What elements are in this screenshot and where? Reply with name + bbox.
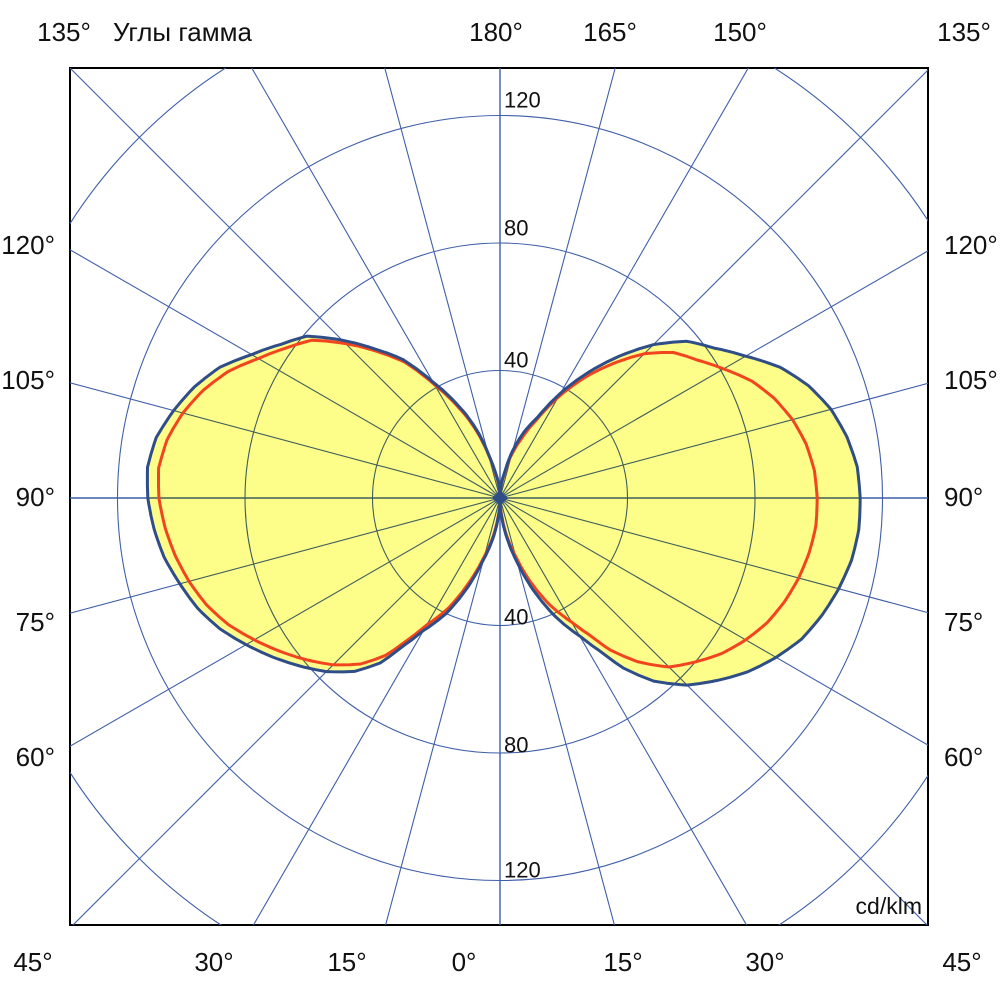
radial-tick-label: 80 [504,216,528,241]
gamma-label-top: 135° [37,17,91,47]
gamma-label-top: 165° [583,17,637,47]
radial-tick-label: 40 [504,605,528,630]
unit-label: cd/klm [856,893,922,919]
radial-tick-label: 80 [504,733,528,758]
gamma-label-bottom: 15° [327,947,366,977]
gamma-label-top: 150° [713,17,767,47]
gamma-label-bottom: 45° [942,947,981,977]
chart-title: Углы гамма [113,17,252,47]
gamma-label-top: 180° [469,17,523,47]
gamma-label-right: 75° [944,607,983,637]
gamma-label-left: 90° [16,482,55,512]
radial-tick-label: 120 [504,88,541,113]
gamma-label-bottom: 45° [13,947,52,977]
blue-curve-right-lobe [498,339,862,687]
radial-tick-label: 40 [504,348,528,373]
gamma-label-top: 135° [937,17,991,47]
center-diamond-marker [492,490,508,506]
gamma-label-left: 105° [1,365,55,395]
gamma-label-bottom: 30° [745,947,784,977]
radial-tick-label: 120 [504,858,541,883]
gamma-label-bottom: 0° [452,947,477,977]
gamma-label-right: 120° [944,230,998,260]
gamma-label-bottom: 15° [603,947,642,977]
gamma-label-right: 105° [944,365,998,395]
blue-curve-left-lobe [145,334,502,674]
gamma-label-left: 75° [16,607,55,637]
gamma-label-bottom: 30° [194,947,233,977]
gamma-label-left: 60° [16,742,55,772]
gamma-label-right: 90° [944,482,983,512]
gamma-label-right: 60° [944,742,983,772]
gamma-label-left: 120° [1,230,55,260]
